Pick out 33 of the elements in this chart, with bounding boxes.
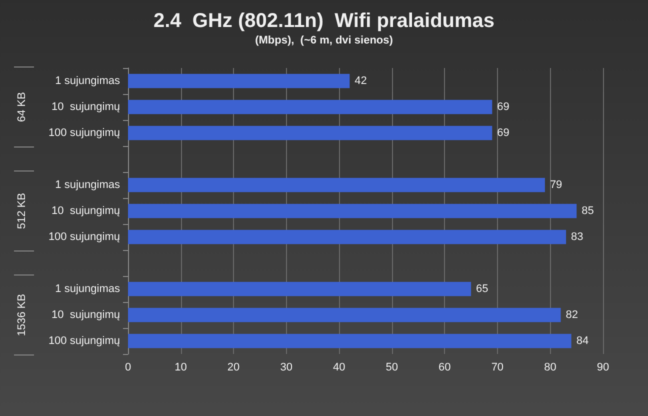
x-tick-label: 50 xyxy=(386,362,398,374)
data-label: 79 xyxy=(550,179,562,191)
x-tick-label: 20 xyxy=(227,362,240,374)
x-tick-label: 30 xyxy=(280,362,292,374)
y-tick-label: 1 sujungimas xyxy=(55,283,120,295)
text: 512 KB xyxy=(16,192,28,230)
data-label: 82 xyxy=(566,309,578,321)
data-label: 42 xyxy=(354,75,367,87)
data-label: 85 xyxy=(582,205,594,217)
x-tick-label: 10 xyxy=(174,362,187,374)
x-tick-label: 0 xyxy=(124,362,132,374)
y-tick-label: 100 sujungimų xyxy=(48,335,120,347)
data-label: 84 xyxy=(576,335,589,347)
data-label: 69 xyxy=(497,101,510,113)
y-tick-label: 100 sujungimų xyxy=(48,127,120,139)
x-tick-label: 80 xyxy=(544,362,556,374)
chart-title: 2.4 GHz (802.11n) Wifi pralaidumas xyxy=(153,10,495,32)
y-tick-label: 10 sujungimų xyxy=(52,205,120,217)
data-label: 65 xyxy=(476,283,488,295)
chart-subtitle: (Mbps), (~6 m, dvi sienos) xyxy=(255,34,394,46)
y-tick-label: 10 sujungimų xyxy=(52,309,120,321)
data-label: 69 xyxy=(497,127,510,139)
y-tick-label: 1 sujungimas xyxy=(55,179,120,191)
text: 1536 KB xyxy=(16,294,28,336)
y-tick-label: 100 sujungimų xyxy=(48,231,120,243)
text: 64 KB xyxy=(16,92,28,122)
x-tick-label: 70 xyxy=(491,362,504,374)
x-tick-label: 90 xyxy=(596,362,610,374)
data-label: 83 xyxy=(571,231,584,243)
y-tick-label: 10 sujungimų xyxy=(52,101,120,113)
x-tick-label: 40 xyxy=(332,362,346,374)
x-tick-label: 60 xyxy=(438,362,451,374)
y-tick-label: 1 sujungimas xyxy=(55,75,120,87)
